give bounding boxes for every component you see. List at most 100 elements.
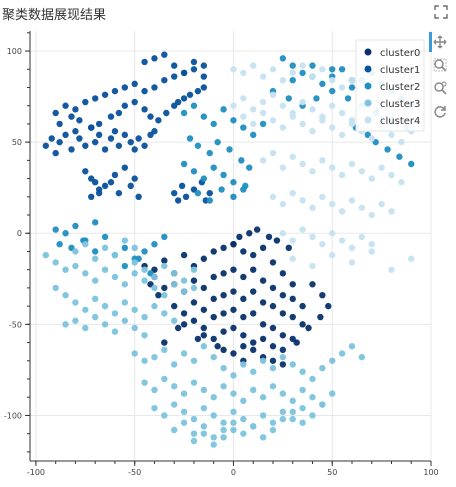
point-cluster3: [72, 262, 79, 270]
point-cluster3: [141, 313, 148, 321]
point-cluster0: [240, 273, 247, 281]
point-cluster0: [161, 339, 168, 346]
point-cluster3: [309, 412, 316, 419]
point-cluster3: [299, 404, 306, 412]
point-cluster4: [368, 175, 375, 182]
point-cluster1: [190, 66, 198, 73]
point-cluster1: [174, 197, 182, 204]
point-cluster3: [230, 426, 237, 434]
point-cluster1: [135, 135, 142, 142]
point-cluster1: [171, 73, 178, 80]
point-cluster1: [91, 179, 99, 186]
point-cluster3: [82, 324, 89, 332]
point-cluster0: [259, 277, 267, 284]
point-cluster1: [111, 171, 119, 179]
point-cluster3: [240, 397, 247, 405]
point-cluster4: [319, 66, 326, 73]
point-cluster0: [317, 313, 324, 321]
point-cluster1: [171, 189, 178, 197]
point-cluster3: [210, 412, 217, 419]
point-cluster3: [259, 357, 267, 364]
point-cluster3: [62, 266, 69, 273]
point-cluster4: [269, 193, 277, 201]
point-cluster3: [141, 266, 148, 273]
point-cluster3: [91, 277, 99, 284]
point-cluster3: [151, 353, 158, 361]
point-cluster0: [220, 244, 227, 252]
point-cluster2: [285, 95, 292, 102]
point-cluster1: [68, 146, 75, 153]
point-cluster3: [171, 383, 178, 390]
point-cluster0: [279, 310, 287, 317]
point-cluster4: [338, 84, 346, 91]
point-cluster2: [56, 240, 63, 248]
wheel-zoom-tool[interactable]: [433, 81, 447, 95]
point-cluster3: [210, 394, 217, 401]
point-cluster1: [121, 131, 129, 139]
point-cluster0: [171, 302, 178, 310]
reset-tool[interactable]: [433, 105, 447, 119]
point-cluster3: [279, 408, 287, 416]
point-cluster3: [269, 364, 277, 372]
point-cluster3: [180, 277, 188, 284]
point-cluster0: [250, 346, 257, 354]
point-cluster3: [42, 251, 50, 259]
point-cluster0: [269, 259, 277, 266]
point-cluster2: [121, 244, 129, 252]
point-cluster3: [141, 357, 148, 364]
point-cluster1: [161, 76, 168, 84]
point-cluster4: [230, 66, 237, 73]
point-cluster0: [250, 310, 257, 317]
point-cluster3: [279, 353, 287, 361]
point-cluster2: [408, 160, 415, 168]
point-cluster3: [82, 270, 89, 277]
point-cluster1: [111, 128, 119, 135]
point-cluster0: [200, 324, 208, 332]
point-cluster1: [88, 124, 95, 131]
point-cluster3: [121, 317, 129, 324]
legend-swatch-cluster4: [364, 116, 372, 124]
point-cluster4: [299, 98, 306, 106]
point-cluster4: [398, 138, 405, 146]
x-tick-label: 50: [327, 468, 337, 477]
move-icon: [433, 35, 447, 49]
point-cluster2: [72, 222, 79, 230]
point-cluster4: [358, 204, 366, 211]
point-cluster1: [206, 189, 213, 197]
point-cluster1: [161, 51, 168, 58]
point-cluster4: [299, 197, 306, 204]
point-cluster0: [210, 248, 217, 255]
point-cluster0: [155, 291, 162, 299]
point-cluster3: [329, 357, 336, 364]
pan-tool[interactable]: [433, 35, 447, 49]
box-zoom-tool[interactable]: [433, 58, 447, 72]
point-cluster2: [190, 102, 198, 109]
point-cluster3: [230, 372, 237, 379]
point-cluster3: [131, 306, 138, 313]
point-cluster1: [180, 69, 188, 77]
point-cluster3: [230, 390, 237, 397]
point-cluster0: [289, 295, 296, 303]
point-cluster1: [127, 138, 134, 146]
x-tick-label: -100: [27, 468, 45, 477]
point-cluster1: [127, 182, 134, 190]
point-cluster0: [194, 335, 202, 343]
point-cluster0: [210, 313, 217, 321]
point-cluster4: [259, 109, 267, 117]
point-cluster1: [91, 138, 99, 146]
point-cluster3: [72, 299, 79, 306]
point-cluster1: [131, 98, 138, 106]
point-cluster3: [72, 248, 79, 255]
point-cluster2: [194, 189, 202, 197]
fullscreen-icon[interactable]: [434, 5, 448, 19]
point-cluster2: [206, 149, 213, 157]
point-cluster0: [319, 291, 326, 299]
point-cluster4: [279, 164, 287, 171]
point-cluster3: [259, 434, 267, 441]
point-cluster1: [174, 98, 182, 106]
point-cluster4: [309, 106, 316, 113]
point-cluster4: [329, 124, 336, 131]
point-cluster1: [141, 106, 148, 113]
point-cluster3: [121, 299, 129, 306]
point-cluster0: [269, 357, 277, 364]
